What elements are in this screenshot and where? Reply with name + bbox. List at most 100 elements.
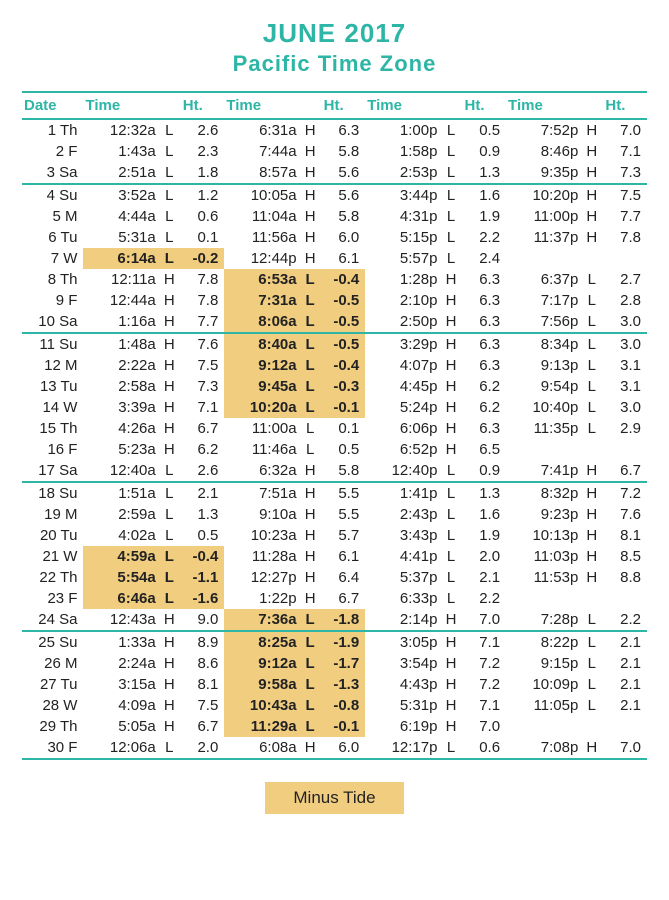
th-time-2: Time [224,92,298,119]
cell-time: 7:56p [506,311,580,333]
cell-hl: L [299,376,322,397]
cell-ht: 5.6 [322,162,366,184]
cell-ht: 2.2 [463,227,507,248]
cell-ht: 3.1 [603,376,647,397]
cell-hl: H [439,418,462,439]
cell-time: 10:09p [506,674,580,695]
cell-hl: L [580,269,603,290]
cell-date: 11 Su [22,333,83,355]
cell-time: 4:59a [83,546,157,567]
cell-date: 25 Su [22,631,83,653]
cell-ht: 7.1 [463,695,507,716]
cell-time: 1:00p [365,119,439,141]
cell-hl: L [439,460,462,482]
cell-date: 22 Th [22,567,83,588]
cell-time: 4:31p [365,206,439,227]
cell-ht: -0.2 [181,248,225,269]
cell-hl: L [299,674,322,695]
cell-ht: 7.6 [603,504,647,525]
table-body: 1 Th12:32aL2.66:31aH6.31:00pL0.57:52pH7.… [22,119,647,759]
cell-hl: L [299,439,322,460]
cell-time: 7:28p [506,609,580,631]
cell-time: 8:32p [506,482,580,504]
cell-hl: H [439,716,462,737]
cell-ht: -1.1 [181,567,225,588]
table-row: 5 M4:44aL0.611:04aH5.84:31pL1.911:00pH7.… [22,206,647,227]
cell-hl: H [439,397,462,418]
table-row: 7 W6:14aL-0.212:44pH6.15:57pL2.4 [22,248,647,269]
cell-time: 2:53p [365,162,439,184]
cell-hl: L [299,355,322,376]
cell-ht: 2.1 [603,695,647,716]
cell-time: 1:41p [365,482,439,504]
title-month: JUNE 2017 [22,18,647,49]
cell-ht: 7.7 [603,206,647,227]
cell-time: 1:58p [365,141,439,162]
cell-date: 20 Tu [22,525,83,546]
cell-time: 9:12a [224,653,298,674]
cell-hl: H [158,439,181,460]
cell-time: 8:46p [506,141,580,162]
cell-hl: L [158,546,181,567]
cell-ht: -1.6 [181,588,225,609]
cell-ht: 3.1 [603,355,647,376]
cell-time: 12:40p [365,460,439,482]
cell-time: 4:09a [83,695,157,716]
cell-hl: H [158,674,181,695]
cell-ht: 7.1 [463,631,507,653]
cell-hl: H [299,162,322,184]
cell-ht: 1.6 [463,184,507,206]
table-row: 11 Su1:48aH7.68:40aL-0.53:29pH6.38:34pL3… [22,333,647,355]
cell-time: 4:44a [83,206,157,227]
th-hl-1 [158,92,181,119]
cell-time: 10:43a [224,695,298,716]
cell-ht: 6.3 [463,355,507,376]
th-ht-2: Ht. [322,92,366,119]
cell-hl: L [299,418,322,439]
cell-date: 23 F [22,588,83,609]
cell-hl: H [299,248,322,269]
cell-hl: H [439,439,462,460]
cell-ht: 7.0 [463,609,507,631]
cell-hl: H [580,119,603,141]
cell-hl: L [158,248,181,269]
cell-time: 8:40a [224,333,298,355]
cell-ht: 6.7 [322,588,366,609]
cell-date: 30 F [22,737,83,759]
cell-time: 2:10p [365,290,439,311]
cell-time: 2:58a [83,376,157,397]
cell-time: 7:17p [506,290,580,311]
cell-hl: H [299,504,322,525]
cell-ht: 2.1 [603,653,647,674]
cell-time: 2:50p [365,311,439,333]
cell-ht: 6.7 [603,460,647,482]
th-ht-3: Ht. [463,92,507,119]
cell-time: 4:07p [365,355,439,376]
cell-ht: 1.8 [181,162,225,184]
cell-hl: H [580,162,603,184]
cell-ht: -0.5 [322,290,366,311]
cell-hl: H [299,227,322,248]
cell-ht: 2.0 [463,546,507,567]
table-row: 23 F6:46aL-1.61:22pH6.76:33pL2.2 [22,588,647,609]
cell-hl: H [158,376,181,397]
cell-time: 12:44p [224,248,298,269]
cell-ht: 7.8 [181,290,225,311]
cell-hl: H [439,290,462,311]
cell-hl: H [158,397,181,418]
table-row: 24 Sa12:43aH9.07:36aL-1.82:14pH7.07:28pL… [22,609,647,631]
cell-hl: H [439,695,462,716]
cell-hl: H [299,546,322,567]
cell-time: 3:15a [83,674,157,695]
cell-time: 6:06p [365,418,439,439]
cell-hl: H [580,567,603,588]
cell-time: 2:14p [365,609,439,631]
table-row: 17 Sa12:40aL2.66:32aH5.812:40pL0.97:41pH… [22,460,647,482]
cell-date: 28 W [22,695,83,716]
th-hl-2 [299,92,322,119]
cell-hl: L [299,609,322,631]
cell-time: 12:06a [83,737,157,759]
cell-ht: 0.1 [322,418,366,439]
th-hl-4 [580,92,603,119]
cell-time: 11:35p [506,418,580,439]
